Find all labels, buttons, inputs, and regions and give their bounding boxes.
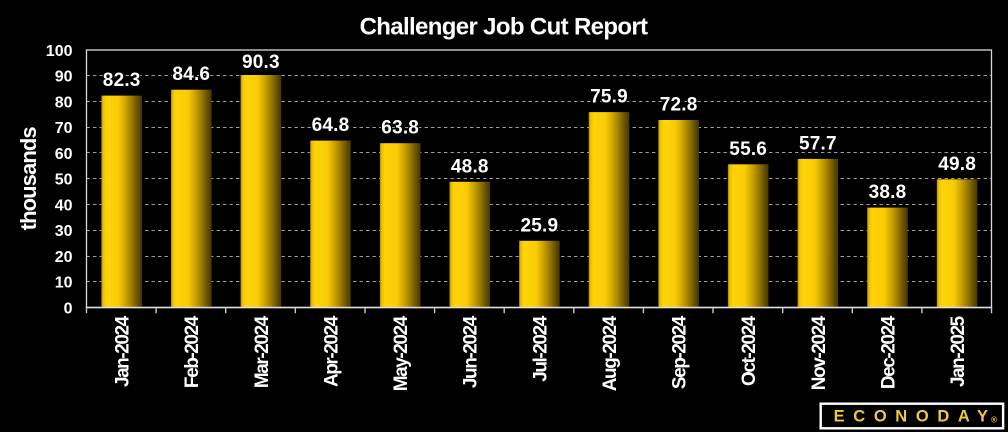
svg-text:48.8: 48.8: [451, 156, 489, 177]
svg-text:Apr-2024: Apr-2024: [321, 315, 342, 387]
svg-text:Dec-2024: Dec-2024: [878, 315, 899, 389]
svg-text:20: 20: [55, 249, 73, 266]
svg-text:Jun-2024: Jun-2024: [461, 315, 482, 388]
svg-text:Oct-2024: Oct-2024: [739, 315, 760, 386]
svg-text:Jul-2024: Jul-2024: [530, 315, 551, 381]
svg-text:55.6: 55.6: [729, 139, 767, 160]
svg-text:Feb-2024: Feb-2024: [182, 315, 203, 388]
svg-text:Mar-2024: Mar-2024: [252, 315, 273, 388]
svg-text:49.8: 49.8: [938, 154, 976, 175]
svg-text:thousands: thousands: [16, 127, 41, 231]
svg-text:82.3: 82.3: [103, 70, 141, 91]
svg-text:90.3: 90.3: [242, 52, 280, 73]
svg-text:64.8: 64.8: [312, 115, 350, 136]
svg-text:84.6: 84.6: [172, 64, 210, 85]
svg-text:72.8: 72.8: [660, 95, 698, 116]
svg-text:Challenger Job Cut Report: Challenger Job Cut Report: [360, 14, 648, 41]
svg-text:50: 50: [55, 172, 73, 189]
svg-text:60: 60: [55, 146, 73, 163]
svg-text:70: 70: [55, 120, 73, 137]
svg-text:80: 80: [55, 94, 73, 111]
svg-text:®: ®: [991, 415, 997, 424]
svg-text:10: 10: [55, 275, 73, 292]
svg-text:Jan-2024: Jan-2024: [113, 315, 134, 387]
svg-text:May-2024: May-2024: [391, 315, 412, 391]
svg-text:90: 90: [55, 69, 73, 86]
svg-text:30: 30: [55, 223, 73, 240]
svg-text:38.8: 38.8: [869, 182, 907, 203]
svg-text:100: 100: [46, 43, 73, 60]
svg-text:0: 0: [64, 300, 73, 317]
svg-text:Jan-2025: Jan-2025: [948, 315, 969, 387]
svg-text:63.8: 63.8: [381, 118, 419, 139]
svg-text:ECONODAY: ECONODAY: [834, 408, 997, 426]
svg-text:Nov-2024: Nov-2024: [809, 315, 830, 390]
svg-text:57.7: 57.7: [799, 133, 837, 154]
svg-text:25.9: 25.9: [521, 215, 559, 236]
svg-text:40: 40: [55, 197, 73, 214]
svg-text:Aug-2024: Aug-2024: [600, 315, 621, 391]
svg-text:75.9: 75.9: [590, 87, 628, 108]
svg-text:Sep-2024: Sep-2024: [670, 315, 691, 389]
